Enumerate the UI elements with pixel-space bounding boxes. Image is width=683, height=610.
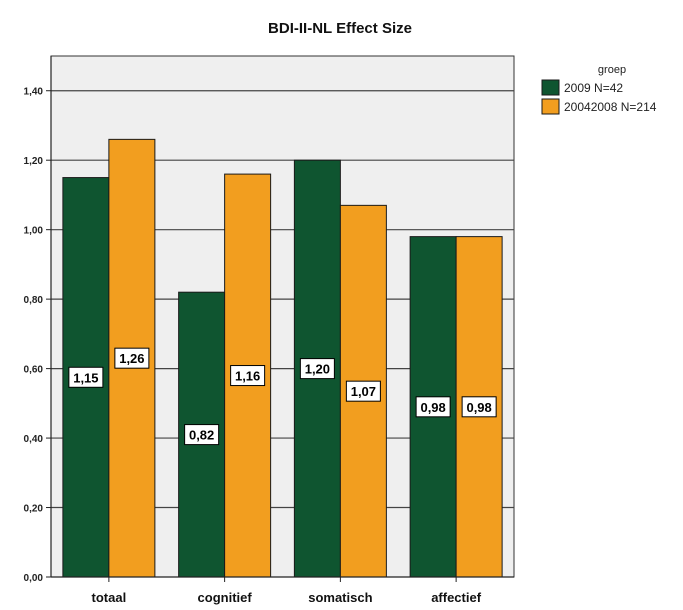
y-tick-label: 0,40 bbox=[24, 434, 44, 445]
data-label-box bbox=[345, 380, 381, 402]
x-tick-label: somatisch bbox=[308, 590, 372, 605]
data-label: 0,98 bbox=[466, 400, 491, 415]
y-tick-label: 1,20 bbox=[24, 156, 44, 167]
data-label: 1,16 bbox=[235, 369, 260, 384]
data-label: 1,15 bbox=[73, 370, 98, 385]
data-label-box bbox=[415, 396, 451, 418]
y-tick-label: 0,00 bbox=[24, 573, 44, 584]
x-tick-label: affectief bbox=[431, 590, 482, 605]
y-tick-label: 1,40 bbox=[24, 87, 44, 98]
chart-title: BDI-II-NL Effect Size bbox=[268, 20, 412, 37]
data-label-box bbox=[461, 396, 497, 418]
data-label-box bbox=[230, 365, 266, 387]
y-tick-label: 0,60 bbox=[24, 365, 44, 376]
data-label: 0,98 bbox=[420, 400, 445, 415]
legend-entry: 2009 N=42 bbox=[564, 81, 623, 95]
y-tick-label: 0,80 bbox=[24, 295, 44, 306]
data-label-box bbox=[184, 424, 220, 446]
data-labels: 1,15 1,26 0,82 1,16 1,20 1,07 0,98 0,98 bbox=[68, 347, 497, 446]
data-label-box bbox=[68, 366, 104, 388]
data-label-box bbox=[114, 347, 150, 369]
data-label: 1,07 bbox=[351, 384, 376, 399]
x-tick-label: totaal bbox=[92, 590, 127, 605]
data-label: 1,20 bbox=[305, 362, 330, 377]
legend-swatch bbox=[541, 98, 560, 115]
data-label: 0,82 bbox=[189, 428, 214, 443]
data-label: 1,26 bbox=[119, 351, 144, 366]
legend: groep 2009 N=42 20042008 N=214 bbox=[541, 64, 657, 115]
y-tick-label: 1,00 bbox=[24, 226, 44, 237]
data-label-box bbox=[299, 358, 335, 380]
legend-entry: 20042008 N=214 bbox=[564, 100, 657, 114]
legend-swatch bbox=[541, 79, 560, 96]
axes: 0,00 0,20 0,40 0,60 0,80 1,00 1,20 1,40 totaal co… bbox=[24, 56, 514, 605]
x-tick-label: cognitief bbox=[198, 590, 253, 605]
y-tick-label: 0,20 bbox=[24, 504, 44, 515]
legend-title: groep bbox=[598, 64, 626, 76]
